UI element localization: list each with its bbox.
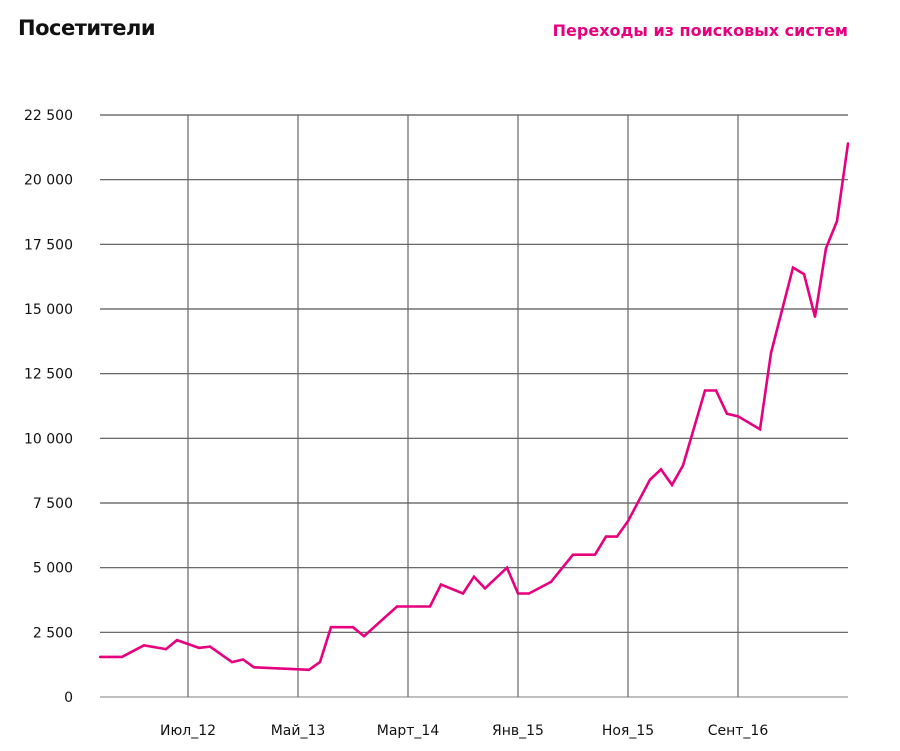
data-point xyxy=(175,638,179,642)
data-point xyxy=(791,266,795,269)
data-point xyxy=(197,646,201,650)
data-point xyxy=(824,247,828,250)
data-point xyxy=(461,592,465,595)
y-tick-label: 10 000 xyxy=(24,431,73,447)
data-point xyxy=(516,592,520,595)
data-point xyxy=(670,483,674,487)
data-point xyxy=(472,575,476,578)
data-point xyxy=(615,535,619,538)
data-point xyxy=(769,351,773,355)
data-point xyxy=(439,583,443,586)
x-tick-label: Ноя_15 xyxy=(602,723,654,739)
data-point xyxy=(659,468,663,471)
legend-entry: Переходы из поисковых систем xyxy=(552,21,848,40)
y-tick-label: 12 500 xyxy=(24,367,73,383)
x-tick-label: Май_13 xyxy=(271,723,326,739)
data-point xyxy=(604,535,608,538)
x-tick-label: Янв_15 xyxy=(492,723,544,739)
data-point xyxy=(681,464,685,467)
data-point xyxy=(351,625,355,629)
data-point xyxy=(736,415,740,418)
data-point xyxy=(648,478,652,481)
data-point xyxy=(208,645,212,648)
data-point xyxy=(142,644,146,647)
data-point xyxy=(428,605,432,608)
data-point xyxy=(230,660,234,664)
data-point xyxy=(241,658,245,661)
data-point xyxy=(725,412,729,415)
data-point xyxy=(703,389,707,392)
data-point xyxy=(318,660,322,664)
y-tick-label: 7 500 xyxy=(33,496,73,512)
data-point xyxy=(120,655,124,659)
chart-title: Посетители xyxy=(18,16,156,40)
data-point xyxy=(362,635,366,638)
data-point xyxy=(835,219,839,223)
x-tick-label: Март_14 xyxy=(377,723,440,739)
series-line xyxy=(100,143,850,672)
data-point xyxy=(758,428,762,431)
data-point xyxy=(395,605,399,608)
data-point xyxy=(714,389,718,392)
x-tick-label: Июл_12 xyxy=(160,723,216,739)
x-tick-label: Сент_16 xyxy=(708,723,769,739)
data-point xyxy=(505,566,509,569)
data-point xyxy=(802,272,806,276)
data-point xyxy=(329,625,333,629)
y-tick-label: 20 000 xyxy=(24,173,73,189)
data-point xyxy=(483,587,487,590)
data-point xyxy=(549,580,553,584)
data-point xyxy=(164,647,168,651)
data-point xyxy=(527,592,531,595)
data-point xyxy=(98,655,102,659)
y-tick-label: 5 000 xyxy=(33,561,73,577)
data-point xyxy=(252,666,256,669)
y-tick-label: 0 xyxy=(64,690,73,706)
y-tick-label: 2 500 xyxy=(33,625,73,641)
y-tick-label: 22 500 xyxy=(24,108,73,124)
y-tick-label: 15 000 xyxy=(24,302,73,318)
data-point xyxy=(571,553,575,556)
data-point xyxy=(813,315,817,318)
data-point xyxy=(307,668,311,672)
y-tick-label: 17 500 xyxy=(24,237,73,253)
data-point xyxy=(593,553,597,556)
data-point xyxy=(846,142,850,145)
data-point xyxy=(626,519,630,523)
